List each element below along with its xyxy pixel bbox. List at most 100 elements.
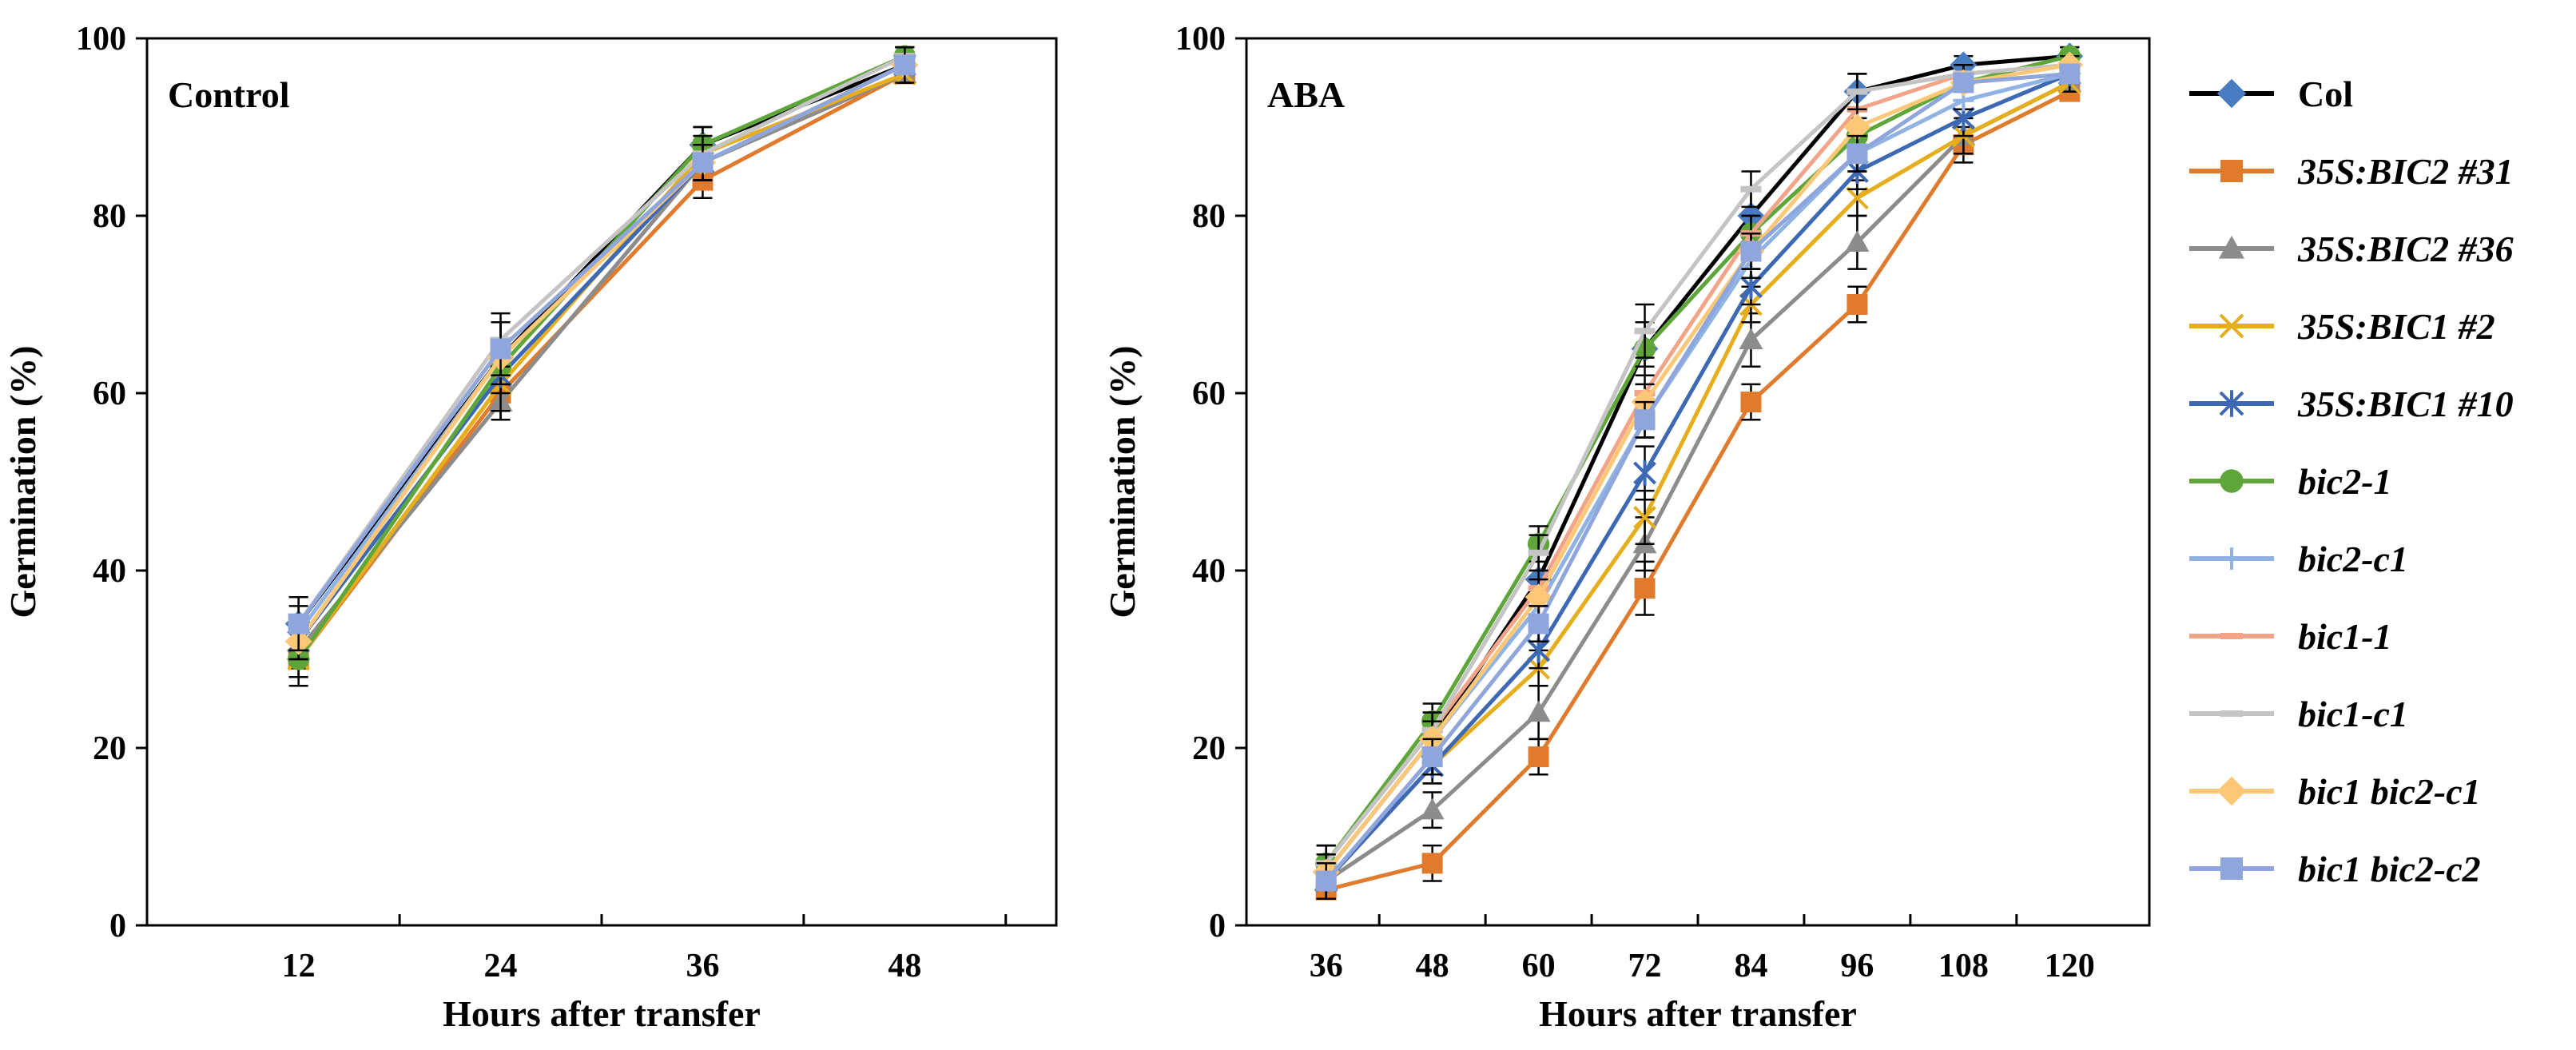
series-bic1-bic2-c2 (288, 46, 916, 652)
legend-entry-bic2-c1: bic2-c1 (2189, 539, 2408, 579)
data-point (1845, 186, 1869, 210)
series-line (296, 63, 906, 634)
data-point (1739, 328, 1763, 350)
y-axis-title: Germination (%) (1102, 345, 1143, 618)
data-point (1847, 294, 1868, 315)
y-tick-label: 20 (93, 730, 126, 767)
legend-label: bic1 bic2-c2 (2298, 849, 2481, 889)
legend-marker (2220, 160, 2243, 182)
series-bic1-bic2-c1 (284, 51, 919, 661)
plot-frame (145, 37, 1058, 927)
data-point (1525, 583, 1552, 611)
data-point (1528, 613, 1549, 634)
y-tick-label: 60 (93, 376, 126, 412)
y-tick-label: 100 (76, 21, 126, 58)
data-point (894, 54, 916, 76)
legend-marker (2220, 633, 2243, 639)
y-tick-label: 100 (1175, 21, 1226, 58)
y-tick-label: 20 (1192, 730, 1226, 767)
legend-entry-bic1-bic2-c1: bic1 bic2-c1 (2189, 771, 2481, 812)
series-line (1325, 81, 2071, 883)
x-tick-label: 96 (1840, 948, 1874, 984)
x-tick-label: 24 (484, 948, 518, 984)
series-line (296, 63, 906, 643)
legend-label: 35S:BIC1 #2 (2297, 306, 2495, 347)
panel-label: ABA (1267, 74, 1345, 115)
y-tick-label: 40 (93, 553, 126, 590)
series-bic2-c1 (288, 54, 916, 652)
y-tick-label: 0 (109, 908, 126, 945)
x-tick-label: 120 (2045, 948, 2095, 984)
data-point (1315, 870, 1337, 892)
data-point (1633, 505, 1656, 529)
data-point (1953, 72, 1974, 93)
legend-label: bic1-c1 (2298, 694, 2408, 734)
legend-entry-35s-bic2-36: 35S:BIC2 #36 (2189, 229, 2514, 269)
series-line (1324, 62, 2070, 873)
legend-marker (2219, 313, 2244, 339)
series-line (296, 72, 906, 661)
series-line (1324, 62, 2070, 865)
series-35s-bic1-2 (287, 62, 916, 678)
data-point (1420, 797, 1445, 820)
legend-label: bic2-1 (2298, 461, 2392, 502)
panel-label: Control (168, 74, 290, 115)
series-line (296, 54, 906, 661)
legend-label: Col (2298, 74, 2353, 114)
legend: Col 35S:BIC2 #31 35S:BIC2 #36 35S:BIC1 #2 35… (2189, 74, 2514, 889)
legend-marker (2220, 547, 2243, 570)
legend-entry-bic1-bic2-c2: bic1 bic2-c2 (2189, 849, 2481, 889)
y-tick-label: 0 (1209, 908, 1226, 945)
data-point (1528, 746, 1549, 768)
data-point (1528, 549, 1549, 556)
x-tick-label: 84 (1734, 948, 1767, 984)
series-35s-bic2-31 (288, 63, 916, 687)
series-line (1324, 72, 2071, 883)
control-panel: 0 20 40 60 80 100 12 24 36 48 Hours after transfer… (2, 21, 1058, 1034)
data-point (1634, 328, 1656, 335)
legend-label: bic2-c1 (2298, 539, 2408, 579)
x-tick-label: 36 (686, 948, 719, 984)
legend-marker (2218, 235, 2245, 259)
x-tick-label: 60 (1522, 948, 1556, 984)
series-line (296, 72, 906, 661)
legend-label: bic1 bic2-c1 (2298, 771, 2481, 812)
data-point (1740, 185, 1762, 193)
data-point (490, 338, 511, 360)
data-point (1847, 88, 1868, 95)
series-35s-bic2-31 (1315, 81, 2081, 901)
legend-entry-bic1-1: bic1-1 (2189, 616, 2392, 657)
legend-entry-bic1-c1: bic1-c1 (2189, 694, 2408, 734)
data-point (1526, 700, 1551, 722)
series-line (296, 63, 906, 626)
series-line (1324, 62, 2070, 865)
series-line (1324, 71, 2070, 883)
legend-entry-bic2-1: bic2-1 (2189, 461, 2392, 502)
series-col (284, 46, 919, 652)
series-line (296, 63, 906, 643)
legend-label: 35S:BIC1 #10 (2297, 384, 2514, 424)
legend-entry-35s-bic2-31: 35S:BIC2 #31 (2189, 151, 2514, 192)
legend-marker (2220, 857, 2243, 880)
series-line (1326, 89, 2071, 893)
data-point (1421, 746, 1443, 768)
legend-marker (2216, 776, 2247, 806)
legend-label: 35S:BIC2 #31 (2297, 151, 2514, 192)
y-tick-label: 40 (1192, 553, 1226, 590)
series-35s-bic1-10 (1314, 61, 2081, 900)
data-point (1847, 143, 1868, 165)
x-tick-label: 48 (1416, 948, 1449, 984)
data-point (1634, 409, 1656, 431)
legend-entry-35s-bic1-10: 35S:BIC1 #10 (2189, 384, 2514, 424)
y-tick-label: 80 (93, 198, 126, 235)
y-tick-label: 60 (1192, 376, 1226, 412)
data-point (1740, 392, 1762, 413)
series-line (296, 54, 906, 626)
legend-label: 35S:BIC2 #36 (2297, 229, 2514, 269)
data-point (692, 152, 714, 173)
legend-entry-35s-bic1-2: 35S:BIC1 #2 (2189, 306, 2495, 347)
data-point (288, 613, 309, 634)
y-tick-label: 80 (1192, 198, 1226, 235)
x-tick-label: 12 (282, 948, 316, 984)
